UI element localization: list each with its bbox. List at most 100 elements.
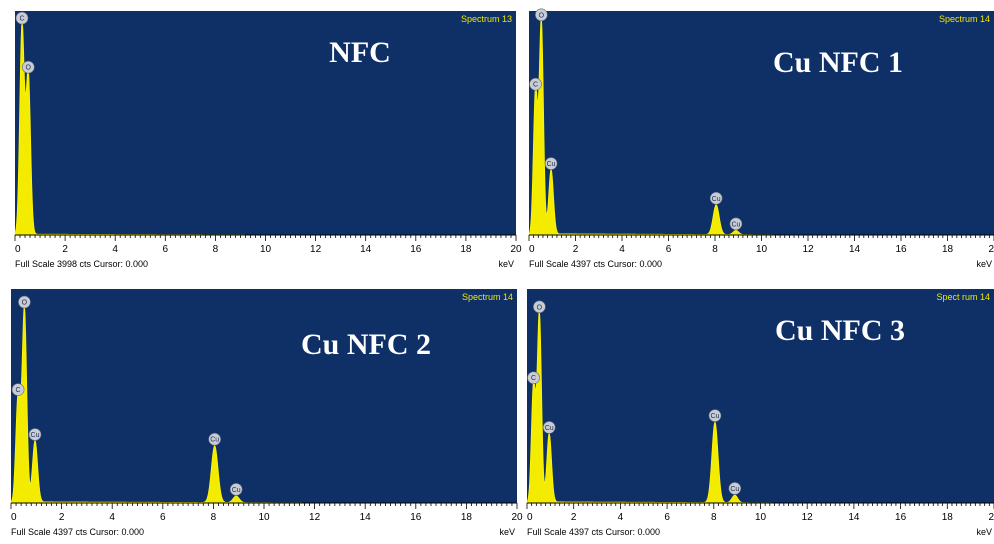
x-tick-label: 16 (410, 512, 422, 523)
footer-status: Full Scale 4397 cts Cursor: 0.000 (527, 527, 660, 537)
x-tick-label: 18 (942, 512, 954, 523)
peak-marker-cu: Cu (544, 157, 558, 170)
x-tick-label: 6 (163, 244, 169, 255)
peak-marker-cu: Cu (229, 483, 243, 496)
peak-label: Cu (712, 196, 721, 203)
x-tick-label: 8 (213, 244, 219, 255)
x-tick-label: 14 (849, 244, 861, 255)
spectrum-chart-cu-nfc-1: Spectrum 14 Cu NFC 1 C O Cu Cu Cu 0 2 4 6 8 10 12 14 16… (528, 8, 994, 269)
spectrum-label: Spectrum 13 (461, 14, 512, 24)
peak-marker-o: O (535, 8, 548, 22)
peak-label: O (537, 304, 543, 311)
peak-marker-c: C (527, 371, 540, 385)
peak-marker-cu: Cu (708, 409, 722, 422)
peak-marker-circle (544, 157, 558, 170)
x-tick-label: 20 (988, 244, 994, 255)
plot-background (11, 289, 517, 503)
x-tick-label: 10 (756, 244, 768, 255)
plot-background (527, 289, 994, 503)
footer-status: Full Scale 4397 cts Cursor: 0.000 (529, 259, 662, 269)
x-tick-label: 20 (510, 244, 522, 255)
peak-marker-circle (28, 428, 42, 441)
x-tick-label: 8 (711, 512, 717, 523)
peak-marker-c: C (15, 11, 29, 25)
x-unit-label: keV (976, 259, 992, 269)
footer-status: Full Scale 3998 cts Cursor: 0.000 (15, 259, 148, 269)
x-tick-label: 10 (258, 512, 270, 523)
x-tick-label: 10 (755, 512, 767, 523)
chart-title: Cu NFC 1 (773, 46, 903, 79)
peak-marker-cu: Cu (208, 432, 221, 446)
peak-marker-circle (709, 191, 723, 205)
footer-status: Full Scale 4397 cts Cursor: 0.000 (11, 527, 144, 537)
spectrum-label: Spect rum 14 (936, 292, 990, 302)
peak-marker-circle (728, 482, 742, 495)
peak-marker-cu: Cu (729, 217, 743, 231)
peak-marker-cu: Cu (728, 482, 742, 495)
peak-label: Cu (731, 221, 740, 228)
x-tick-label: 8 (211, 512, 217, 523)
x-tick-label: 10 (260, 244, 272, 255)
peak-label: O (22, 300, 28, 307)
peak-label: O (539, 12, 545, 19)
spectrum-chart-cu-nfc-3: Spect rum 14 Cu NFC 3 C O Cu Cu Cu 0 2 4 6 8 10 12 14 1… (526, 289, 994, 537)
x-tick-label: 4 (618, 512, 624, 523)
spectrum-label: Spectrum 14 (939, 14, 990, 24)
x-tick-label: 2 (571, 512, 577, 523)
spectrum-chart-nfc: Spectrum 13 NFC C O 0 2 4 6 8 10 12 14 16 18 20 Full Sc… (14, 11, 522, 269)
x-tick-label: 14 (360, 512, 372, 523)
spectrum-panel-cu-nfc-3: Spect rum 14 Cu NFC 3 C O Cu Cu Cu 0 2 4 6 8 10 12 14 1… (526, 288, 994, 542)
peak-label: Cu (232, 487, 241, 494)
peak-marker-circle (11, 383, 25, 396)
peak-label: Cu (547, 161, 556, 168)
peak-marker-circle (527, 371, 540, 385)
x-unit-label: keV (976, 527, 992, 537)
x-tick-label: 12 (310, 244, 322, 255)
x-unit-label: keV (498, 259, 514, 269)
peak-label: O (26, 65, 32, 72)
peak-marker-circle (535, 8, 548, 22)
peak-label: Cu (710, 413, 719, 420)
x-tick-label: 18 (460, 244, 472, 255)
x-tick-label: 0 (527, 512, 533, 523)
chart-title: NFC (329, 36, 391, 69)
peak-marker-o: O (18, 295, 31, 309)
chart-title: Cu NFC 2 (301, 328, 431, 361)
spectrum-chart-cu-nfc-2: Spectrum 14 Cu NFC 2 C O Cu Cu Cu 0 2 4 6 8 10 12 14 16… (10, 289, 523, 537)
x-tick-label: 18 (461, 512, 473, 523)
spectrum-panel-cu-nfc-1: Spectrum 14 Cu NFC 1 C O Cu Cu Cu 0 2 4 6 8 10 12 14 16… (528, 8, 994, 276)
x-tick-label: 4 (619, 244, 625, 255)
peak-label: C (16, 387, 21, 394)
peak-marker-cu: Cu (709, 191, 723, 205)
peak-label: Cu (730, 486, 739, 493)
peak-marker-o: O (533, 300, 546, 314)
x-tick-label: 16 (410, 244, 422, 255)
x-unit-label: keV (499, 527, 515, 537)
x-tick-label: 0 (529, 244, 535, 255)
x-tick-label: 20 (988, 512, 994, 523)
x-tick-label: 0 (15, 244, 21, 255)
peak-label: Cu (210, 437, 219, 444)
x-tick-label: 12 (309, 512, 321, 523)
x-tick-label: 12 (802, 244, 814, 255)
x-tick-label: 2 (59, 512, 65, 523)
peak-marker-circle (15, 11, 29, 25)
plot-background (15, 11, 516, 235)
chart-title: Cu NFC 3 (775, 314, 905, 347)
x-tick-label: 20 (511, 512, 523, 523)
x-tick-label: 6 (160, 512, 166, 523)
spectrum-panel-cu-nfc-2: Spectrum 14 Cu NFC 2 C O Cu Cu Cu 0 2 4 6 8 10 12 14 16… (10, 288, 523, 542)
peak-marker-c: C (11, 383, 25, 396)
x-tick-label: 2 (573, 244, 579, 255)
peak-marker-circle (533, 300, 546, 314)
peak-label: Cu (31, 432, 40, 439)
peak-marker-circle (542, 421, 556, 434)
peak-marker-circle (21, 60, 35, 74)
x-tick-label: 14 (360, 244, 372, 255)
x-tick-label: 2 (62, 244, 68, 255)
x-tick-label: 16 (895, 244, 907, 255)
x-tick-label: 4 (112, 244, 118, 255)
peak-marker-circle (729, 217, 743, 231)
peak-label: C (533, 82, 538, 89)
peak-marker-c: C (529, 77, 542, 91)
